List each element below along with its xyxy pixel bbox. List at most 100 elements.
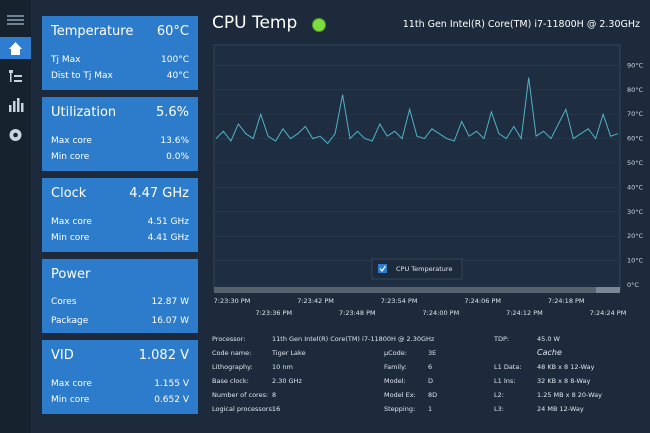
- status-indicator: [312, 18, 326, 32]
- card-value: 60°C: [156, 24, 189, 39]
- info-label: Logical processors:: [212, 405, 275, 413]
- check-mark: [379, 265, 386, 273]
- info-value: 8D: [428, 391, 438, 399]
- row-value: 13.6%: [160, 136, 189, 146]
- page-title: CPU Temp: [212, 13, 298, 33]
- info-label: Stepping:: [384, 405, 416, 413]
- info-label: Lithography:: [212, 363, 253, 371]
- x-tick-label: 7:24:24 PM: [590, 309, 627, 317]
- x-tick-label: 7:23:48 PM: [339, 309, 376, 317]
- info-value: D: [428, 377, 434, 385]
- row-value: 12.87 W: [151, 297, 189, 307]
- row-value: 1.155 V: [154, 379, 189, 389]
- info-value: 11th Gen Intel(R) Core(TM) i7-11800H @ 2…: [272, 335, 435, 343]
- row-value: 0.0%: [166, 152, 189, 162]
- legend-checkbox[interactable]: [378, 264, 387, 273]
- info-label: µCode:: [384, 349, 407, 357]
- row-label: Cores: [51, 297, 77, 307]
- info-value: 16: [272, 405, 281, 413]
- row-label: Package: [51, 316, 89, 326]
- y-tick-label: 30°C: [627, 208, 644, 216]
- info-value: 24 MB 12-Way: [537, 405, 584, 413]
- info-value: 45.0 W: [537, 335, 560, 343]
- card-title: VID: [51, 348, 74, 363]
- row-label: Min core: [51, 233, 90, 243]
- row-value: 40°C: [166, 71, 189, 81]
- cache-heading: Cache: [537, 348, 562, 357]
- x-tick-label: 7:24:18 PM: [548, 297, 585, 305]
- stat-card: Utilization 5.6% Max core 13.6% Min core 0.0%: [42, 97, 198, 171]
- card-title: Temperature: [51, 24, 134, 39]
- info-label: Base clock:: [212, 377, 249, 385]
- settings-icon[interactable]: [9, 129, 22, 141]
- y-tick-label: 0°C: [627, 281, 639, 289]
- x-tick-label: 7:24:00 PM: [423, 309, 460, 317]
- x-tick-label: 7:23:30 PM: [214, 297, 251, 305]
- legend-label: CPU Temperature: [396, 265, 452, 273]
- info-label: L2:: [494, 391, 504, 399]
- y-tick-label: 10°C: [627, 257, 644, 265]
- y-tick-label: 60°C: [627, 135, 644, 143]
- row-label: Tj Max: [51, 55, 81, 65]
- row-label: Max core: [51, 217, 92, 227]
- info-value: 1: [428, 405, 433, 413]
- row-label: Max core: [51, 136, 92, 146]
- tree-icon[interactable]: [9, 70, 22, 82]
- x-tick-label: 7:23:42 PM: [297, 297, 334, 305]
- info-label: L1 Data:: [494, 363, 522, 371]
- sidebar: [0, 0, 31, 433]
- info-value: 1.25 MB x 8 20-Way: [537, 391, 602, 399]
- info-label: TDP:: [494, 335, 510, 343]
- x-tick-label: 7:23:54 PM: [381, 297, 418, 305]
- info-value: 32 KB x 8 8-Way: [537, 377, 591, 385]
- y-tick-label: 50°C: [627, 159, 644, 167]
- card-title: Power: [51, 267, 91, 282]
- info-value: 48 KB x 8 12-Way: [537, 363, 595, 371]
- stat-card: Power Cores 12.87 W Package 16.07 W: [42, 259, 198, 333]
- row-value: 100°C: [161, 55, 189, 65]
- stat-card: VID 1.082 V Max core 1.155 V Min core 0.652 V: [42, 340, 198, 414]
- x-tick-label: 7:24:12 PM: [506, 309, 543, 317]
- card-value: 4.47 GHz: [129, 186, 189, 201]
- y-tick-label: 80°C: [627, 86, 644, 94]
- row-value: 4.51 GHz: [147, 217, 189, 227]
- row-label: Min core: [51, 395, 90, 405]
- processor-name: 11th Gen Intel(R) Core(TM) i7-11800H @ 2…: [402, 19, 640, 30]
- card-value: 1.082 V: [138, 348, 189, 363]
- info-label: Family:: [384, 363, 407, 371]
- scrollbar-track: [214, 287, 620, 293]
- y-tick-label: 70°C: [627, 110, 644, 118]
- row-label: Dist to Tj Max: [51, 71, 113, 81]
- info-label: Code name:: [212, 349, 252, 357]
- info-value: 6: [428, 363, 433, 371]
- info-label: Model:: [384, 377, 406, 385]
- y-tick-label: 20°C: [627, 232, 644, 240]
- stat-card: Temperature 60°C Tj Max 100°C Dist to Tj Max…: [42, 16, 198, 90]
- stat-card: Clock 4.47 GHz Max core 4.51 GHz Min core 4.4…: [42, 178, 198, 252]
- stats-icon[interactable]: [9, 98, 24, 112]
- x-tick-label: 7:23:36 PM: [255, 309, 292, 317]
- info-value: 10 nm: [272, 363, 293, 371]
- row-label: Min core: [51, 152, 90, 162]
- info-label: Model Ex:: [384, 391, 416, 399]
- card-title: Clock: [51, 186, 87, 201]
- y-tick-label: 40°C: [627, 183, 644, 191]
- temperature-chart: 0°C 10°C 20°C 30°C 40°C 50°C 60°C 70°C 80°C 90°C C…: [213, 44, 644, 317]
- temperature-line: [215, 77, 619, 145]
- info-label: Number of cores:: [212, 391, 269, 399]
- row-value: 4.41 GHz: [147, 233, 189, 243]
- legend-box: [371, 258, 463, 280]
- info-value: 2.30 GHz: [272, 377, 302, 385]
- scrollbar-thumb[interactable]: [596, 287, 620, 293]
- info-value: 3E: [428, 349, 437, 357]
- info-value: Tiger Lake: [272, 349, 306, 357]
- row-value: 16.07 W: [151, 316, 189, 326]
- x-tick-label: 7:24:06 PM: [464, 297, 501, 305]
- row-label: Max core: [51, 379, 92, 389]
- sidebar-icons: [0, 15, 31, 141]
- plot-area: [213, 44, 621, 291]
- info-value: 8: [272, 391, 277, 399]
- row-value: 0.652 V: [154, 395, 189, 405]
- card-title: Utilization: [51, 105, 117, 120]
